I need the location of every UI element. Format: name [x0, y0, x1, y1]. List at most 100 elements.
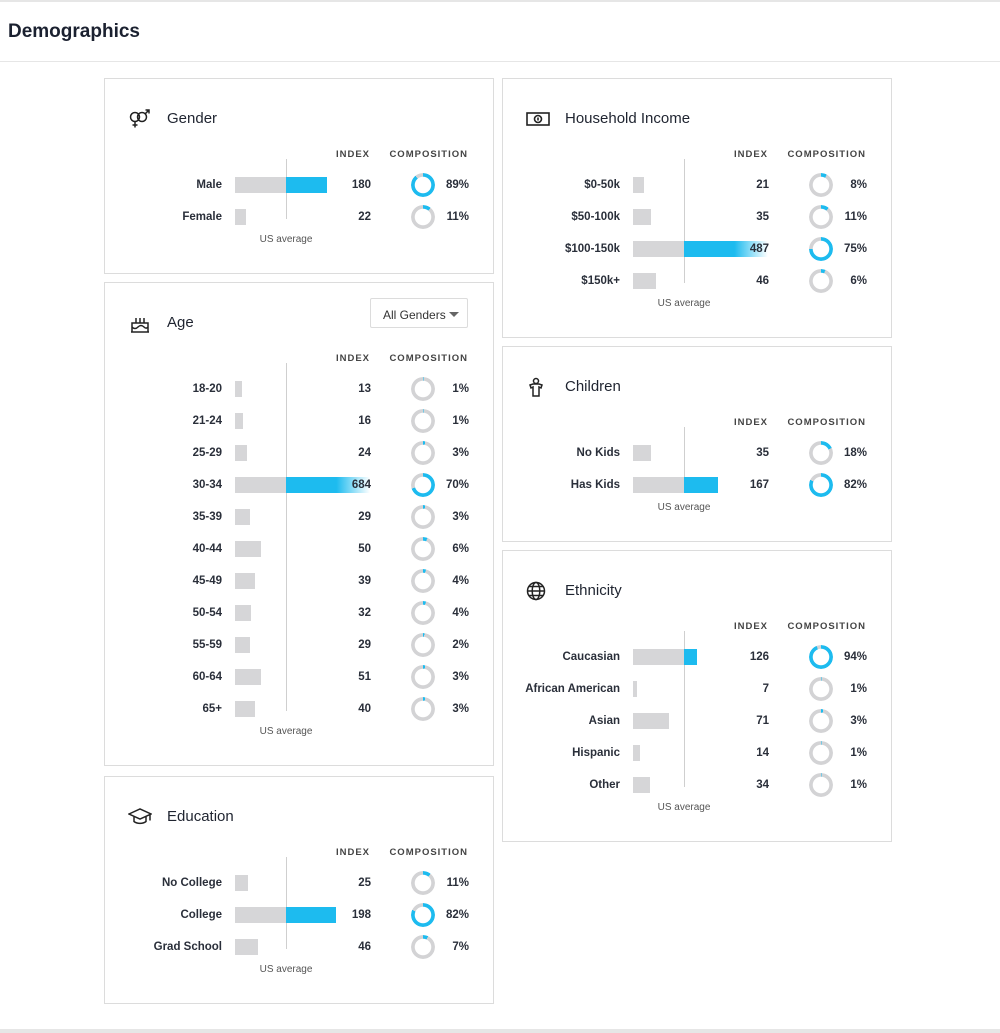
header: Demographics — [0, 0, 1000, 62]
card-title: Gender — [167, 110, 218, 127]
index-bar — [235, 413, 244, 429]
card-title: Education — [167, 808, 234, 825]
composition-value: 4% — [452, 575, 469, 587]
row-label: Female — [182, 211, 222, 223]
composition-value: 75% — [843, 243, 867, 255]
table-row: No Kids 35 18% — [503, 437, 891, 469]
composition-value: 3% — [452, 703, 469, 715]
us-average-label: US average — [503, 297, 891, 311]
row-label: $150k+ — [581, 275, 620, 287]
composition-donut — [809, 205, 833, 229]
table-row: African American 7 1% — [503, 673, 891, 705]
table-row: College 198 82% — [105, 899, 493, 931]
table-row: Caucasian 126 94% — [503, 641, 891, 673]
composition-donut — [411, 569, 435, 593]
composition-value: 1% — [850, 779, 867, 791]
row-label: 25-29 — [192, 447, 222, 459]
composition-donut — [809, 709, 833, 733]
table-row: 18-20 13 1% — [105, 373, 493, 405]
composition-donut — [411, 409, 435, 433]
gender-filter-dropdown[interactable]: All Genders — [370, 298, 468, 328]
composition-value: 11% — [446, 877, 469, 889]
table-row: 65+ 40 3% — [105, 693, 493, 725]
table-row: 55-59 29 2% — [105, 629, 493, 661]
composition-value: 11% — [844, 211, 867, 223]
index-value: 24 — [358, 447, 371, 459]
index-value: 21 — [756, 179, 769, 191]
composition-value: 82% — [445, 909, 469, 921]
row-label: Other — [589, 779, 620, 791]
table-row: Female 22 11% — [105, 201, 493, 233]
us-average-label: US average — [503, 801, 891, 815]
us-average-text: US average — [259, 234, 313, 245]
composition-donut — [411, 871, 435, 895]
composition-donut — [411, 665, 435, 689]
composition-donut — [809, 645, 833, 669]
index-bar — [235, 637, 250, 653]
row-label: African American — [525, 683, 620, 695]
table-row: Grad School 46 7% — [105, 931, 493, 963]
index-bar-above-average — [684, 477, 719, 493]
composition-value: 7% — [452, 941, 469, 953]
rows: 18-20 13 1% 21-24 16 1% 25-29 24 3% 30-34 684 70% 35… — [105, 363, 493, 725]
composition-header: COMPOSITION — [787, 621, 866, 632]
composition-value: 1% — [452, 415, 469, 427]
row-label: No Kids — [576, 447, 620, 459]
composition-donut — [411, 441, 435, 465]
ethnicity-card: Ethnicity INDEX COMPOSITION Caucasian 126 94… — [502, 550, 892, 842]
composition-value: 3% — [452, 447, 469, 459]
row-label: 55-59 — [192, 639, 222, 651]
composition-header: COMPOSITION — [787, 417, 866, 428]
gender-icon — [129, 109, 150, 128]
index-value: 25 — [358, 877, 371, 889]
composition-donut — [809, 269, 833, 293]
rows: No College 25 11% College 198 82% Grad School 4… — [105, 857, 493, 963]
table-row: 35-39 29 3% — [105, 501, 493, 533]
index-bar — [633, 649, 684, 665]
us-average-line — [286, 363, 287, 711]
composition-donut — [411, 205, 435, 229]
table-row: Has Kids 167 82% — [503, 469, 891, 501]
row-label: 65+ — [202, 703, 222, 715]
index-bar — [633, 713, 670, 729]
index-bar-above-average — [286, 907, 336, 923]
composition-donut — [411, 377, 435, 401]
row-label: College — [180, 909, 222, 921]
index-bar — [633, 209, 651, 225]
composition-donut — [411, 601, 435, 625]
row-label: Hispanic — [572, 747, 620, 759]
us-average-text: US average — [657, 802, 711, 813]
index-value: 51 — [358, 671, 371, 683]
index-header: INDEX — [733, 417, 768, 428]
composition-donut — [411, 935, 435, 959]
row-label: 50-54 — [192, 607, 222, 619]
composition-value: 3% — [452, 511, 469, 523]
index-bar-above-average — [286, 477, 370, 493]
row-label: Has Kids — [570, 479, 620, 491]
index-value: 198 — [351, 909, 371, 921]
composition-value: 4% — [452, 607, 469, 619]
page-title: Demographics — [8, 21, 140, 42]
composition-value: 1% — [850, 747, 867, 759]
index-value: 35 — [756, 447, 769, 459]
index-bar — [235, 381, 242, 397]
index-value: 126 — [749, 651, 769, 663]
composition-value: 1% — [452, 383, 469, 395]
index-value: 39 — [358, 575, 371, 587]
index-header: INDEX — [335, 847, 370, 858]
column-headers: INDEX COMPOSITION — [105, 845, 493, 859]
rows: Male 180 89% Female 22 11% — [105, 159, 493, 233]
row-label: $0-50k — [584, 179, 620, 191]
index-value: 46 — [358, 941, 371, 953]
index-value: 167 — [749, 479, 769, 491]
graduation-cap-icon — [128, 808, 152, 825]
table-row: Hispanic 14 1% — [503, 737, 891, 769]
index-bar — [633, 177, 644, 193]
table-row: 21-24 16 1% — [105, 405, 493, 437]
row-label: Grad School — [153, 941, 222, 953]
composition-donut — [411, 505, 435, 529]
us-average-line — [684, 159, 685, 283]
composition-donut — [809, 173, 833, 197]
household-income-card: Household Income INDEX COMPOSITION $0-50k 2… — [502, 78, 892, 338]
row-label: 45-49 — [192, 575, 222, 587]
